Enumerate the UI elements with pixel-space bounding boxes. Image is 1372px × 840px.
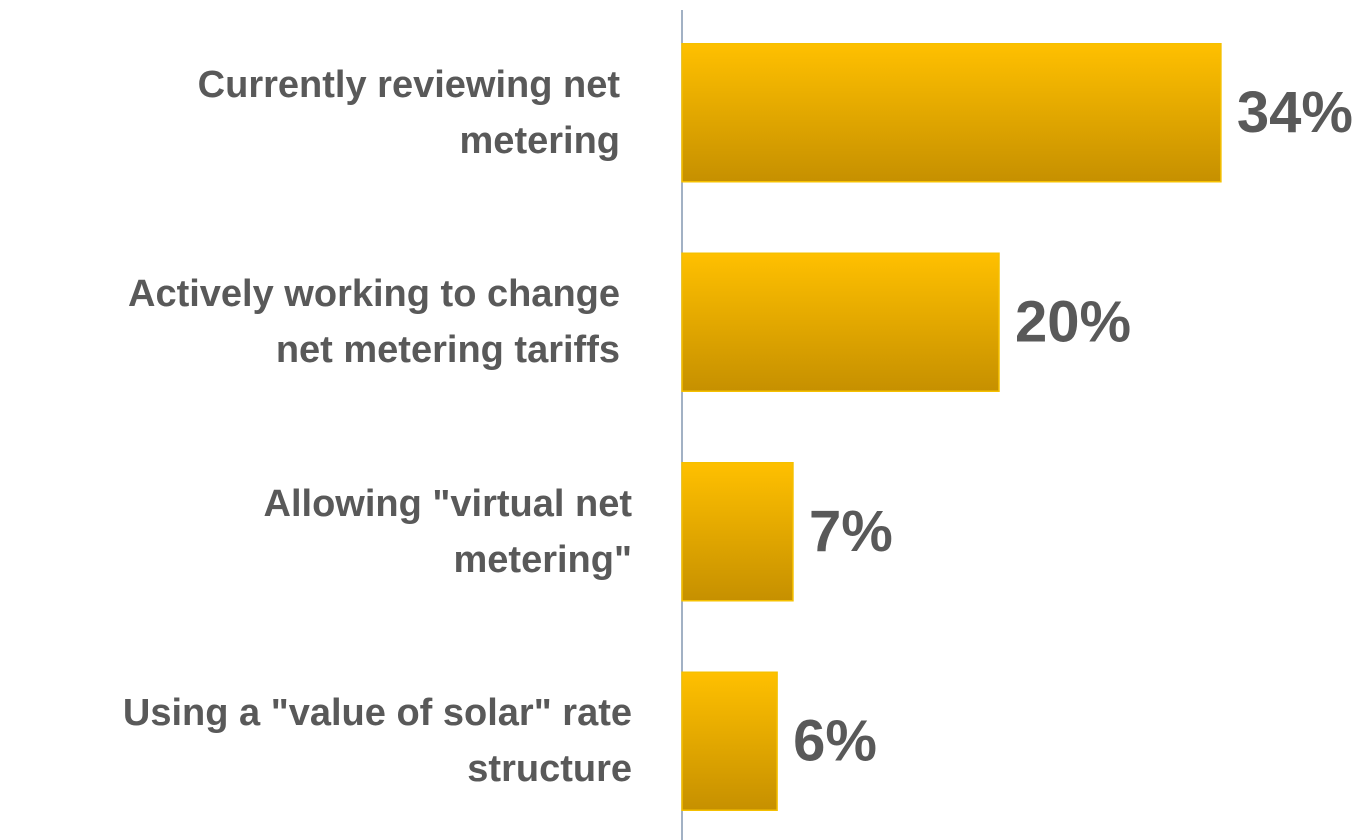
value-label: 7%	[809, 499, 893, 564]
category-label: Using a "value of solar" rate structure	[122, 692, 632, 791]
bar	[681, 671, 778, 811]
category-label: Allowing "virtual net metering"	[263, 482, 632, 581]
value-label: 6%	[793, 709, 877, 774]
bar	[681, 462, 794, 602]
category-label: Actively working to change net metering …	[128, 273, 620, 372]
bar	[681, 252, 1000, 392]
bar	[681, 43, 1222, 183]
value-label: 20%	[1015, 290, 1131, 355]
value-label: 34%	[1237, 80, 1353, 145]
category-label: Currently reviewing net metering	[197, 63, 620, 162]
